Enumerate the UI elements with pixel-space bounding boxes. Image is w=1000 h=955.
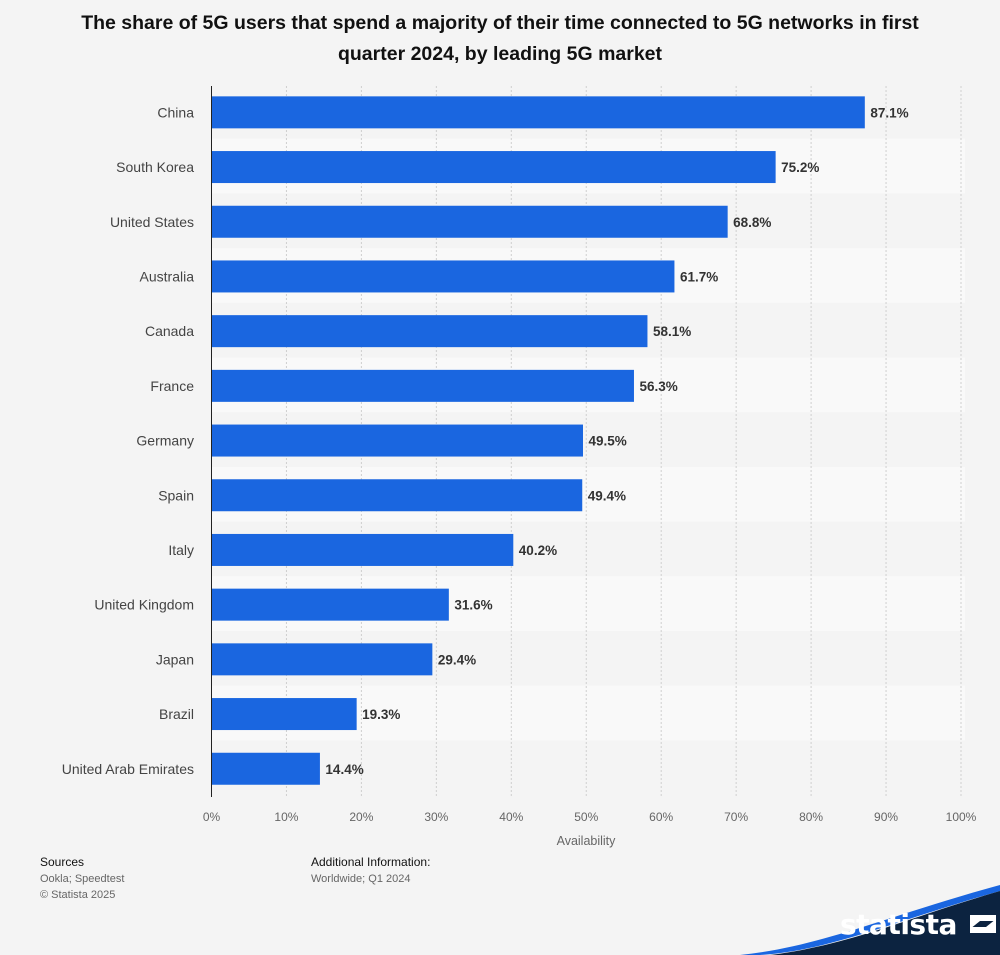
sources-text[interactable]: Ookla; Speedtest: [40, 873, 125, 885]
x-tick-label: 30%: [424, 810, 448, 824]
bar[interactable]: [212, 96, 865, 129]
bar[interactable]: [212, 424, 584, 457]
x-tick-label: 10%: [274, 810, 298, 824]
value-label: 49.4%: [588, 488, 626, 503]
x-tick-label: 40%: [499, 810, 523, 824]
x-tick-label: 60%: [649, 810, 673, 824]
category-label: China: [157, 104, 194, 120]
x-tick-label: 90%: [874, 810, 898, 824]
bar[interactable]: [212, 752, 320, 785]
bar[interactable]: [212, 643, 433, 676]
chart-title: The share of 5G users that spend a major…: [81, 12, 919, 65]
bar[interactable]: [212, 151, 776, 184]
value-label: 19.3%: [362, 707, 400, 722]
value-label: 31.6%: [454, 598, 492, 613]
value-label: 49.5%: [589, 434, 627, 449]
x-tick-label: 80%: [799, 810, 823, 824]
bars: [212, 96, 865, 785]
x-axis-title: Availability: [557, 834, 617, 848]
category-label: Canada: [145, 323, 194, 339]
category-label: United States: [110, 214, 194, 230]
bar[interactable]: [212, 698, 357, 731]
value-label: 68.8%: [733, 215, 771, 230]
category-label: South Korea: [116, 159, 194, 175]
bar[interactable]: [212, 533, 514, 566]
value-label: 40.2%: [519, 543, 557, 558]
x-tick-labels: 0% 10% 20% 30% 40% 50% 60% 70% 80% 90% 100%: [203, 810, 977, 824]
category-label: United Arab Emirates: [62, 761, 194, 777]
value-label: 61.7%: [680, 269, 718, 284]
value-labels: 87.1% 75.2% 68.8% 61.7% 58.1% 56.3% 49.5% 49.4%…: [325, 105, 908, 776]
value-label: 14.4%: [325, 762, 363, 777]
bar[interactable]: [212, 260, 675, 293]
statista-wordmark: statista: [840, 908, 957, 941]
sources-heading: Sources: [40, 855, 85, 869]
statista-logo[interactable]: statista: [840, 908, 998, 941]
value-label: 29.4%: [438, 652, 476, 667]
x-tick-label: 0%: [203, 810, 221, 824]
additional-info-heading: Additional Information:: [311, 855, 431, 869]
brand-dark-swoosh: [770, 891, 1000, 955]
value-label: 87.1%: [870, 105, 908, 120]
value-label: 58.1%: [653, 324, 691, 339]
bar[interactable]: [212, 588, 449, 621]
x-tick-label: 20%: [349, 810, 373, 824]
gridlines: [285, 86, 962, 797]
bar[interactable]: [212, 315, 648, 348]
category-labels: China South Korea United States Australia Ca…: [62, 104, 195, 776]
value-label: 75.2%: [781, 160, 819, 175]
x-tick-label: 50%: [574, 810, 598, 824]
x-tick-label: 70%: [724, 810, 748, 824]
category-label: Italy: [168, 542, 194, 558]
category-label: Spain: [158, 487, 194, 503]
value-label: 56.3%: [639, 379, 677, 394]
bar[interactable]: [212, 205, 728, 238]
brand-banner: [740, 885, 1000, 955]
copyright-text: © Statista 2025: [40, 889, 116, 901]
additional-info-text: Worldwide; Q1 2024: [311, 873, 411, 885]
category-label: United Kingdom: [94, 597, 194, 613]
category-label: Brazil: [159, 706, 194, 722]
bar[interactable]: [212, 369, 634, 402]
bar[interactable]: [212, 479, 583, 512]
category-label: France: [150, 378, 194, 394]
x-tick-label: 100%: [946, 810, 977, 824]
category-label: Japan: [156, 651, 194, 667]
category-label: Germany: [136, 433, 194, 449]
category-label: Australia: [140, 268, 195, 284]
statista-logo-icon: [970, 915, 997, 933]
